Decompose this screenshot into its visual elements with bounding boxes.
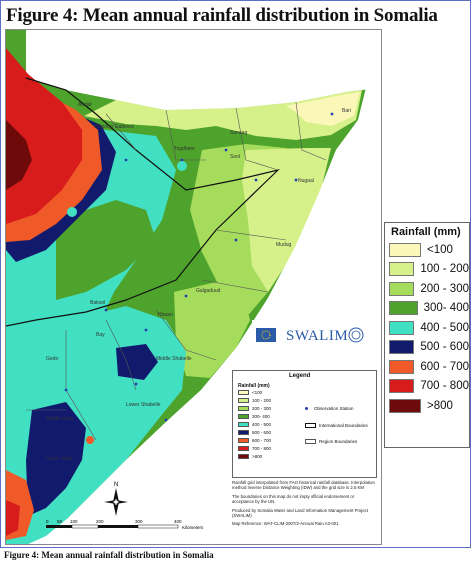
region-label: Lower Shabelle — [126, 402, 161, 408]
legend-swatch — [389, 320, 415, 335]
map-notes: Rainfall grid interpolated from FAO hist… — [232, 480, 377, 530]
scale-tick: 400 — [174, 519, 182, 524]
region-label: Sool — [230, 154, 240, 160]
scale-tick: 200 — [96, 519, 104, 524]
region-label: Middle Shabelle — [156, 356, 192, 362]
central-coast-200-300 — [174, 282, 250, 378]
map-note: Produced by Somalia Water and Land Infor… — [232, 507, 368, 519]
station-halo — [67, 207, 77, 217]
legend-label: 100 - 200 — [420, 263, 469, 276]
legend-label: <100 — [427, 243, 453, 256]
legend-row: <100 — [385, 240, 469, 260]
region-label: Woqooyi Galbeed — [94, 124, 134, 130]
scale-tick: 0 — [46, 519, 49, 524]
region-label: Bari — [342, 108, 351, 114]
legend-row: 300- 400 — [385, 299, 469, 319]
inner-legend-title: Legend — [289, 373, 311, 379]
inner-legend-subtitle: Rainfall (mm) — [238, 383, 270, 389]
inner-legend-row: 300- 400 — [238, 414, 270, 419]
map-note: Rainfall grid interpolated from FAO hist… — [232, 480, 375, 491]
north-label: N — [114, 482, 118, 488]
region-label: Nugaal — [298, 178, 314, 184]
region-label: Hiraan — [158, 312, 173, 318]
region-label: Togdheer — [174, 146, 195, 152]
legend-label: >800 — [427, 399, 453, 412]
legend-swatch — [389, 398, 421, 413]
legend-label: 300- 400 — [423, 302, 469, 315]
legend-swatch — [389, 340, 415, 355]
region-label: Mudug — [276, 242, 292, 248]
inner-legend-intl-boundary: International Boundaries — [305, 423, 368, 428]
legend-swatch — [389, 262, 415, 277]
legend-swatch — [389, 359, 415, 374]
inner-legend-row: 100 - 200 — [238, 398, 271, 403]
south-700-800 — [6, 500, 20, 536]
west-300-400 — [56, 200, 156, 300]
map-note: Map Reference: WAT-CLIM-2007/2-Annual Ra… — [232, 521, 339, 527]
legend-swatch — [389, 281, 415, 296]
region-label: Galgaduud — [196, 288, 221, 294]
west-700-800 — [6, 48, 82, 224]
rainfall-legend: Rainfall (mm) <100 100 - 200 200 - 300 3… — [384, 222, 470, 448]
scale-tick: 100 — [70, 519, 78, 524]
map: Awdal Woqooyi Galbeed Togdheer Sanaag Ba… — [5, 29, 382, 545]
scale-unit: Kilometers — [182, 525, 204, 530]
legend-row: 600 - 700 — [385, 357, 469, 377]
legend-row: >800 — [385, 396, 469, 416]
rainfall-map: Awdal Woqooyi Galbeed Togdheer Sanaag Ba… — [6, 30, 381, 544]
legend-row: 200 - 300 — [385, 279, 469, 299]
figure-frame: Figure 4: Mean annual rainfall distribut… — [0, 0, 471, 548]
region-labels: Awdal Woqooyi Galbeed Togdheer Sanaag Ba… — [46, 102, 351, 462]
legend-label: 600 - 700 — [420, 360, 469, 373]
region-label: Bakool — [90, 300, 105, 306]
legend-swatch — [389, 242, 421, 257]
scale-bar: 0 50 100 200 300 400 Kilometers — [46, 519, 204, 530]
swalim-logo: SWALIM — [286, 328, 349, 344]
inner-legend: Legend Rainfall (mm) <100 100 - 200 200 … — [232, 370, 377, 478]
inner-legend-row: 200 - 300 — [238, 406, 271, 411]
station-halo — [177, 161, 187, 171]
region-label: Bay — [96, 332, 105, 338]
north-zone-lt100 — [286, 92, 360, 126]
legend-label: 400 - 500 — [420, 321, 469, 334]
south-500-600 — [26, 402, 86, 516]
legend-label: 500 - 600 — [420, 341, 469, 354]
inner-legend-row: 500 - 600 — [238, 430, 271, 435]
figure-caption: Figure 4: Mean annual rainfall distribut… — [4, 550, 214, 560]
gulf-of-aden — [26, 30, 381, 110]
region-label: Awdal — [78, 102, 92, 108]
region-label: Lower Juba — [46, 456, 72, 462]
legend-row: 500 - 600 — [385, 338, 469, 358]
legend-swatch — [389, 301, 418, 316]
legend-row: 700 - 800 — [385, 377, 469, 397]
scale-tick: 300 — [135, 519, 143, 524]
region-label: Middle Juba — [46, 416, 73, 422]
west-gt800 — [6, 120, 32, 190]
fao-logo-icon — [348, 327, 364, 343]
inner-legend-row: 400 - 500 — [238, 422, 271, 427]
eu-flag-icon — [256, 328, 276, 342]
inner-legend-row: >800 — [238, 454, 262, 459]
region-label: Sanaag — [230, 130, 247, 136]
station-halo — [86, 436, 94, 444]
legend-title: Rainfall (mm) — [391, 226, 461, 238]
scale-tick: 50 — [57, 519, 63, 524]
legend-row: 400 - 500 — [385, 318, 469, 338]
north-arrow: N — [104, 482, 128, 516]
map-note: The boundaries on this map do not imply … — [232, 493, 355, 505]
inner-legend-row: 600 - 700 — [238, 438, 271, 443]
inner-legend-station: Observation Station — [305, 406, 354, 411]
inner-legend-region-boundary: Region Boundaries — [305, 439, 357, 444]
figure-title: Figure 4: Mean annual rainfall distribut… — [6, 5, 438, 26]
logos — [252, 320, 376, 354]
legend-row: 100 - 200 — [385, 260, 469, 280]
inner-legend-row: 700 - 800 — [238, 446, 271, 451]
legend-label: 200 - 300 — [420, 282, 469, 295]
north-zone-100-200 — [84, 90, 362, 140]
inner-legend-row: <100 — [238, 390, 262, 395]
legend-swatch — [389, 379, 415, 394]
region-label: Gedo — [46, 356, 58, 362]
south-mid-500-600 — [116, 344, 158, 380]
legend-label: 700 - 800 — [420, 380, 469, 393]
